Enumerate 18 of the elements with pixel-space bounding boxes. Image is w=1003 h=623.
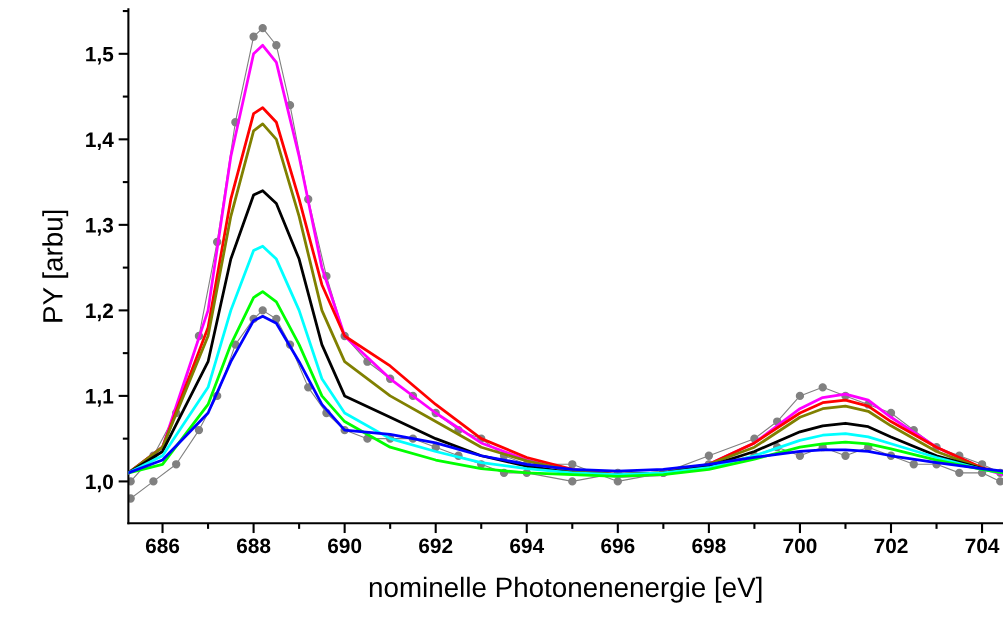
x-tick-label: 686 bbox=[145, 538, 180, 554]
y-axis-title: PY [arbu] bbox=[42, 210, 69, 322]
x-tick-label: 698 bbox=[692, 538, 726, 554]
x-tick-label: 702 bbox=[874, 538, 908, 554]
y-tick-label: 1,2 bbox=[86, 303, 113, 322]
x-tick-label: 688 bbox=[236, 538, 271, 554]
y-tick-label: 1,5 bbox=[86, 47, 114, 65]
y-tick-label: 1,0 bbox=[86, 474, 113, 493]
x-tick-label: 704 bbox=[965, 538, 1000, 554]
y-tick-label: 1,4 bbox=[86, 132, 114, 151]
x-tick-label: 690 bbox=[328, 538, 362, 554]
x-tick-label: 696 bbox=[601, 538, 635, 554]
y-tick-label: 1,3 bbox=[86, 217, 114, 236]
x-tick-label: 700 bbox=[783, 538, 817, 554]
y-tick-label: 1,1 bbox=[86, 389, 114, 407]
x-tick-label: 692 bbox=[419, 538, 453, 554]
x-tick-label: 694 bbox=[510, 538, 545, 554]
x-axis-title: nominelle Photonenenergie [eV] bbox=[369, 576, 762, 603]
